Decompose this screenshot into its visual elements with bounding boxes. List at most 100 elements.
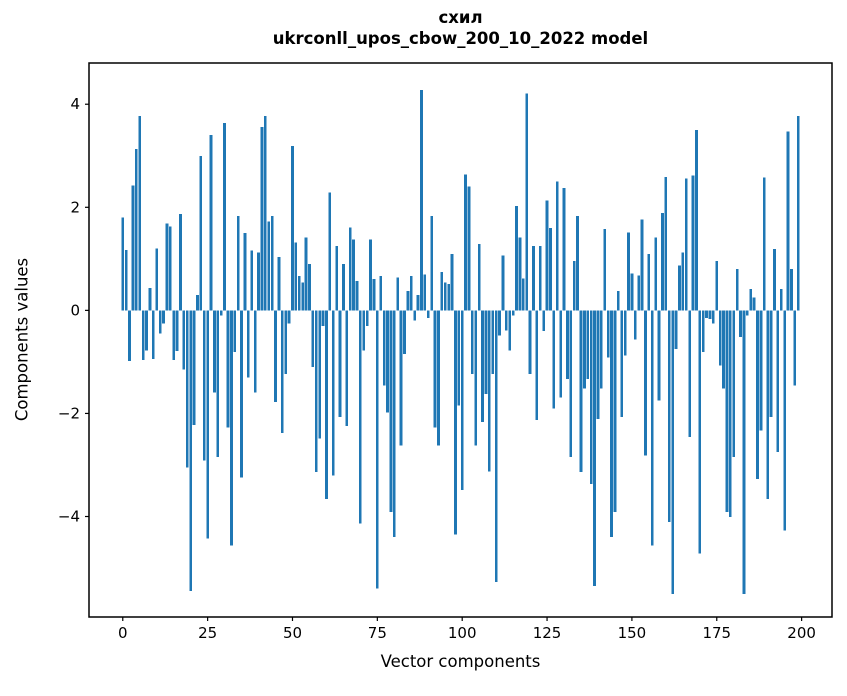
bar — [318, 310, 321, 439]
bar — [633, 310, 637, 340]
bar — [128, 310, 131, 361]
bars-group — [121, 89, 800, 594]
bar — [359, 310, 362, 524]
bar — [331, 310, 335, 476]
bar — [352, 239, 355, 311]
bar — [712, 310, 715, 324]
bar — [284, 310, 288, 374]
bar — [759, 310, 763, 431]
bar — [708, 310, 712, 320]
bar — [165, 223, 169, 311]
bar — [610, 310, 613, 538]
bar — [779, 289, 783, 311]
bar — [735, 269, 739, 311]
bar — [223, 122, 226, 311]
bar — [766, 310, 770, 499]
bar — [484, 310, 488, 394]
bar — [175, 310, 179, 352]
bar — [579, 310, 583, 473]
bar — [460, 310, 464, 491]
bar — [769, 310, 773, 418]
bar — [314, 310, 318, 473]
y-tick-label: −4 — [58, 508, 80, 526]
bar — [348, 227, 352, 311]
bar — [583, 310, 586, 389]
bar — [440, 272, 444, 311]
bar — [487, 310, 491, 472]
bar — [450, 254, 454, 311]
bar — [603, 228, 607, 311]
bar — [433, 310, 437, 428]
bar — [247, 310, 250, 378]
bar — [338, 310, 342, 418]
bar — [464, 174, 467, 311]
bar — [145, 310, 148, 351]
bar — [274, 310, 277, 403]
bar — [715, 260, 719, 311]
bar — [148, 288, 152, 311]
bar — [596, 310, 600, 420]
bar — [521, 278, 525, 311]
bar — [226, 310, 230, 428]
y-tick-label: 0 — [70, 301, 80, 319]
bar — [600, 310, 603, 389]
bar — [637, 275, 641, 311]
bar — [250, 250, 254, 311]
bar — [501, 255, 505, 311]
bar — [457, 310, 461, 406]
bar — [321, 310, 325, 326]
bar — [230, 310, 233, 546]
bar — [209, 135, 213, 311]
bar — [623, 310, 627, 356]
bar — [796, 116, 800, 311]
bar — [572, 260, 576, 311]
bar — [240, 310, 243, 478]
bar — [335, 245, 338, 311]
bar — [718, 310, 722, 366]
bar — [196, 294, 199, 311]
bar — [756, 310, 759, 479]
bar — [793, 310, 797, 386]
bar — [382, 310, 386, 386]
bar — [369, 239, 372, 311]
bar — [297, 275, 301, 311]
y-tick-label: 2 — [70, 198, 80, 216]
bar — [654, 237, 658, 311]
bar — [705, 310, 708, 319]
bar — [260, 126, 264, 311]
bar — [185, 310, 189, 468]
bar — [151, 310, 155, 359]
bar — [562, 188, 566, 311]
bar — [430, 216, 434, 311]
bar — [471, 310, 474, 374]
bar — [342, 263, 345, 311]
bar — [667, 310, 671, 523]
bar — [406, 290, 410, 311]
chart-title: схил ukrconll_upos_cbow_200_10_2022 mode… — [89, 8, 832, 49]
bar — [392, 310, 396, 538]
bar — [467, 186, 471, 311]
bar — [749, 289, 753, 311]
bar — [742, 310, 746, 594]
bar — [202, 310, 206, 461]
bar — [287, 310, 291, 324]
bar — [304, 237, 308, 311]
bar — [549, 227, 552, 311]
bar — [664, 176, 668, 311]
bar — [684, 178, 688, 311]
bar — [722, 310, 725, 389]
bar — [301, 282, 305, 311]
bar — [236, 216, 240, 311]
bar — [280, 310, 284, 434]
bar — [552, 310, 556, 409]
bar — [545, 200, 549, 311]
bar — [627, 232, 630, 311]
bar — [559, 310, 562, 398]
x-tick-label: 150 — [618, 624, 647, 642]
bar — [386, 310, 389, 413]
bar — [511, 310, 515, 316]
bar — [644, 310, 647, 456]
bar — [172, 310, 176, 360]
bar — [566, 310, 569, 379]
